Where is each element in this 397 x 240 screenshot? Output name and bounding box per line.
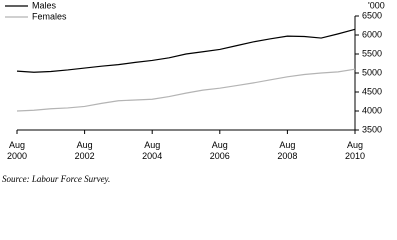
y-tick-label: 5000 bbox=[362, 67, 382, 77]
x-tick-label-line: Aug bbox=[347, 140, 363, 150]
x-tick-label-line: Aug bbox=[77, 140, 93, 150]
legend-label: Males bbox=[32, 0, 57, 10]
x-tick-label: Aug 2000 bbox=[7, 140, 27, 161]
y-axis-unit: '000 bbox=[368, 0, 385, 10]
x-tick-label-line: 2008 bbox=[277, 151, 297, 161]
x-tick-label: Aug 2008 bbox=[277, 140, 297, 161]
x-tick-label-line: 2010 bbox=[345, 151, 365, 161]
x-tick-label-line: 2004 bbox=[142, 151, 162, 161]
x-tick-label: Aug 2004 bbox=[142, 140, 162, 161]
y-tick-label: 4500 bbox=[362, 86, 382, 96]
y-tick-label: 4000 bbox=[362, 105, 382, 115]
chart: '000 Source: Labour Force Survey. 3500 40… bbox=[2, 0, 385, 184]
legend-label: Females bbox=[32, 11, 67, 21]
x-tick-label-line: 2000 bbox=[7, 151, 27, 161]
series-line bbox=[16, 28, 356, 73]
source-note: Source: Labour Force Survey. bbox=[2, 174, 110, 184]
y-tick-label: 5500 bbox=[362, 48, 382, 58]
x-tick-label: Aug 2010 bbox=[345, 140, 365, 161]
x-tick-label-line: 2002 bbox=[75, 151, 95, 161]
y-tick-label: 6000 bbox=[362, 29, 382, 39]
y-tick-label: 3500 bbox=[362, 124, 382, 134]
y-tick-label: 6500 bbox=[362, 10, 382, 20]
x-tick-label-line: 2006 bbox=[210, 151, 230, 161]
x-tick-label-line: Aug bbox=[212, 140, 228, 150]
x-tick-label: Aug 2006 bbox=[210, 140, 230, 161]
x-tick-label-line: Aug bbox=[9, 140, 25, 150]
series-line bbox=[16, 68, 356, 112]
x-tick-label-line: Aug bbox=[279, 140, 295, 150]
x-tick-label-line: Aug bbox=[144, 140, 160, 150]
x-tick-label: Aug 2002 bbox=[75, 140, 95, 161]
